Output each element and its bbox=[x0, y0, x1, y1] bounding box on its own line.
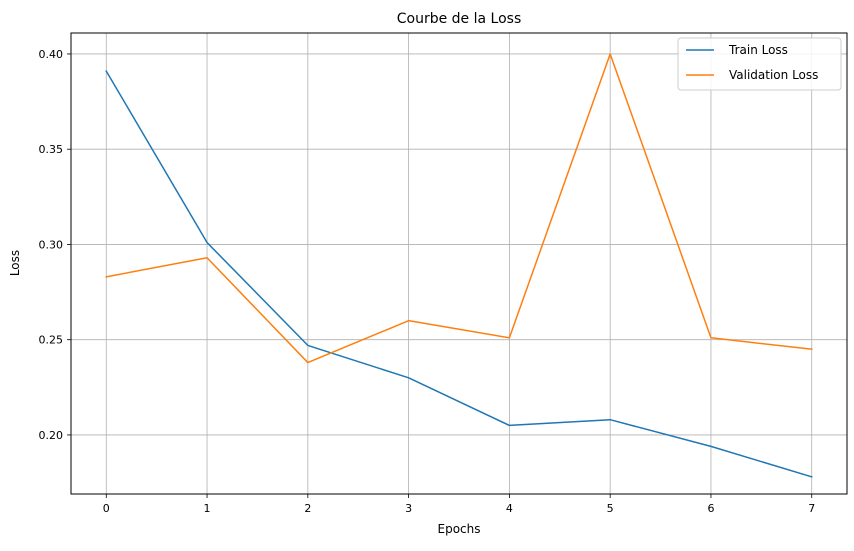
x-tick-label: 5 bbox=[607, 502, 614, 515]
train-loss-line bbox=[105, 70, 813, 478]
legend-train-label: Train Loss bbox=[728, 43, 788, 57]
x-tick-label: 2 bbox=[304, 502, 311, 515]
y-tick-label: 0.20 bbox=[39, 429, 64, 442]
y-axis-label: Loss bbox=[8, 250, 22, 276]
plot-frame bbox=[70, 32, 848, 495]
grid-lines bbox=[71, 33, 847, 494]
series-lines bbox=[105, 53, 813, 478]
x-tick-label: 6 bbox=[707, 502, 714, 515]
x-tick-label: 0 bbox=[103, 502, 110, 515]
y-tick-label: 0.40 bbox=[39, 48, 64, 61]
legend-validation-label: Validation Loss bbox=[729, 68, 818, 82]
y-tick-label: 0.30 bbox=[39, 238, 64, 251]
validation-loss-line bbox=[105, 53, 813, 364]
x-tick-label: 3 bbox=[405, 502, 412, 515]
legend-box bbox=[677, 37, 842, 91]
x-tick-label: 1 bbox=[204, 502, 211, 515]
legend: Train Loss Validation Loss bbox=[677, 37, 842, 91]
x-axis-label: Epochs bbox=[438, 522, 481, 536]
chart-title: Courbe de la Loss bbox=[397, 11, 522, 27]
y-tick-label: 0.35 bbox=[39, 143, 64, 156]
x-tick-label: 7 bbox=[808, 502, 815, 515]
y-tick-label: 0.25 bbox=[39, 334, 64, 347]
x-tick-label: 4 bbox=[506, 502, 513, 515]
axis-ticks: 0 1 2 3 4 5 6 7 0.20 0.25 0.30 0.35 0.40 bbox=[39, 48, 816, 515]
